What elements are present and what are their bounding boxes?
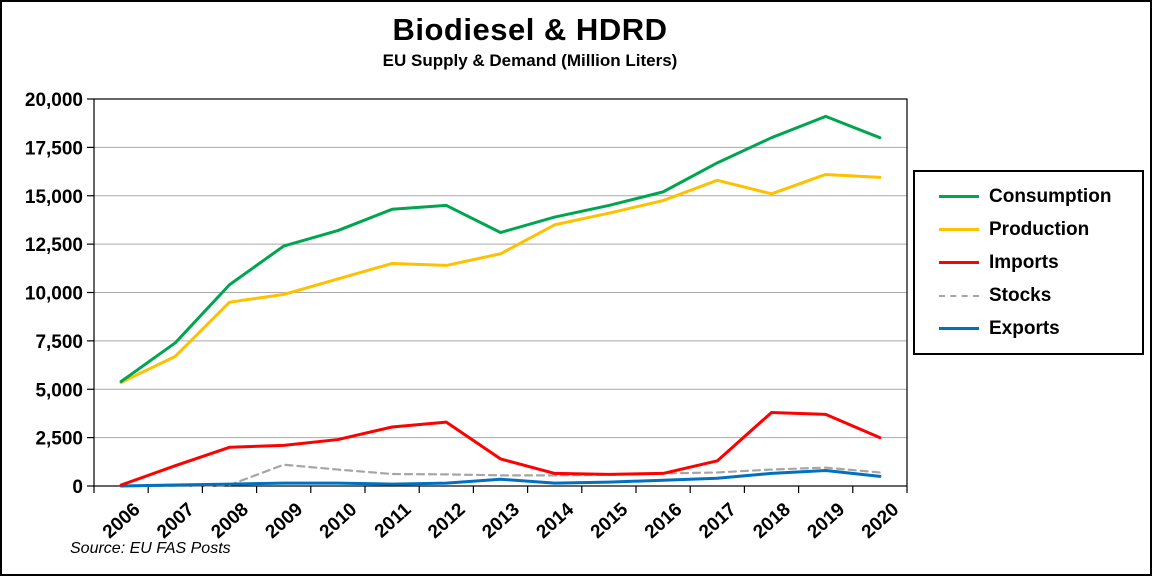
legend-label-consumption: Consumption	[989, 185, 1112, 207]
legend-item-imports: Imports	[939, 252, 1138, 274]
x-tick-label: 2018	[749, 499, 794, 543]
x-tick-label: 2016	[641, 499, 686, 543]
legend-label-imports: Imports	[989, 251, 1059, 273]
x-tick-label: 2010	[316, 499, 361, 543]
x-tick-label: 2015	[587, 499, 633, 543]
y-tick-label: 12,500	[25, 235, 83, 256]
y-tick-label: 10,000	[25, 284, 83, 305]
y-tick-label: 5,000	[35, 380, 83, 401]
legend-item-exports: Exports	[939, 318, 1138, 340]
series-line-exports	[119, 469, 882, 488]
x-tick-label: 2009	[262, 499, 307, 543]
legend-label-production: Production	[989, 218, 1090, 240]
x-tick-label: 2007	[153, 499, 198, 543]
y-tick-label: 17,500	[25, 138, 83, 159]
x-tick-label: 2011	[371, 499, 416, 542]
legend: Consumption Production Imports Stocks Ex…	[913, 170, 1144, 355]
title-block: Biodiesel & HDRD EU Supply & Demand (Mil…	[2, 12, 1058, 71]
legend-line-imports-icon	[939, 261, 979, 264]
x-tick-label: 2013	[478, 499, 523, 543]
legend-label-stocks: Stocks	[989, 284, 1052, 306]
x-tick-label: 2014	[533, 499, 579, 543]
series-line-consumption	[119, 114, 882, 384]
chart-title: Biodiesel & HDRD	[392, 12, 668, 47]
y-tick-label: 20,000	[25, 90, 83, 111]
y-tick-label: 15,000	[25, 187, 83, 208]
series-line-imports	[119, 410, 882, 487]
x-tick-label: 2008	[207, 499, 252, 543]
y-tick-label: 7,500	[35, 332, 83, 353]
x-tick-label: 2020	[858, 499, 903, 543]
x-tick-label: 2006	[99, 499, 144, 543]
legend-item-stocks: Stocks	[939, 285, 1138, 307]
series-line-production	[119, 172, 882, 384]
legend-item-production: Production	[939, 219, 1138, 241]
chart-subtitle: EU Supply & Demand (Million Liters)	[382, 51, 678, 70]
y-tick-label: 0	[72, 477, 83, 498]
legend-line-production-icon	[939, 228, 979, 231]
source-note: Source: EU FAS Posts	[70, 540, 231, 557]
series-line-stocks	[119, 463, 882, 488]
x-tick-label: 2017	[695, 499, 740, 543]
legend-line-exports-icon	[939, 327, 979, 330]
legend-line-consumption-icon	[939, 195, 979, 198]
legend-line-stocks-icon	[939, 294, 979, 297]
y-tick-label: 2,500	[35, 429, 83, 450]
x-tick-label: 2019	[804, 499, 849, 543]
legend-item-consumption: Consumption	[939, 186, 1138, 208]
x-tick-label: 2012	[424, 499, 469, 543]
legend-label-exports: Exports	[989, 317, 1060, 339]
